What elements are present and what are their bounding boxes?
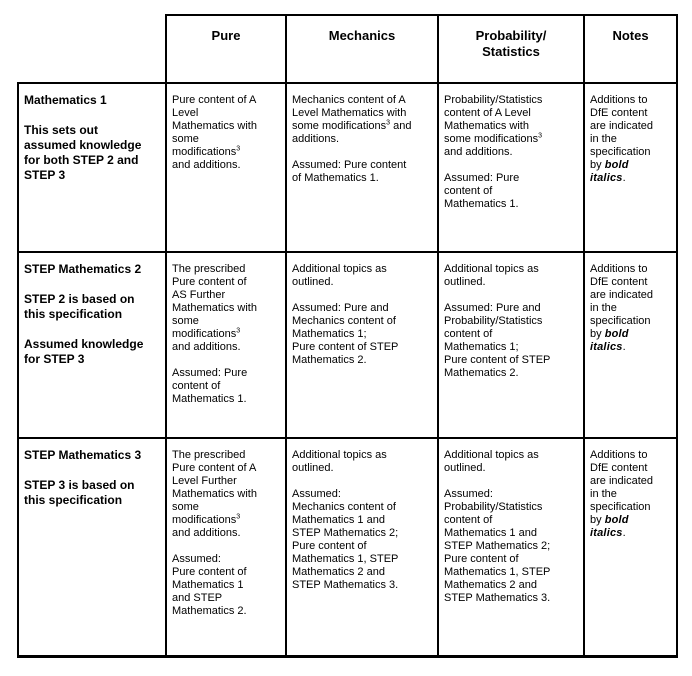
row-step-mathematics-3: STEP Mathematics 3 STEP 3 is based on this… [17,437,678,658]
column-header-pure: Pure [165,14,287,84]
cell-step-mathematics-3-pure: The prescribed Pure content of A Level Fur… [165,437,287,658]
step-specification-table: Pure Mechanics Probability/Statistics No… [17,14,678,658]
column-header-mechanics: Mechanics [285,14,439,84]
row-step-mathematics-2: STEP Mathematics 2 STEP 2 is based on this… [17,251,678,439]
cell-step-mathematics-2-probability-statistics: Additional topics as outlined. Assumed: Pu… [437,251,585,439]
corner-cell [18,15,166,83]
cell-step-mathematics-3-probability-statistics: Additional topics as outlined. Assumed: Pro… [437,437,585,658]
row-label-mathematics-1: Mathematics 1 This sets out assumed knowle… [17,82,167,253]
cell-step-mathematics-2-notes: Additions to DfE content are indicated in t… [583,251,678,439]
cell-step-mathematics-2-mechanics: Additional topics as outlined. Assumed: Pu… [285,251,439,439]
cell-step-mathematics-3-mechanics: Additional topics as outlined. Assumed: Mec… [285,437,439,658]
cell-mathematics-1-probability-statistics: Probability/Statistics content of A Level… [437,82,585,253]
column-header-notes: Notes [583,14,678,84]
row-mathematics-1: Mathematics 1 This sets out assumed knowle… [17,82,678,253]
row-label-step-mathematics-3: STEP Mathematics 3 STEP 3 is based on this… [17,437,167,658]
cell-step-mathematics-3-notes: Additions to DfE content are indicated in t… [583,437,678,658]
cell-mathematics-1-pure: Pure content of A Level Mathematics with so… [165,82,287,253]
column-header-probability-statistics: Probability/Statistics [437,14,585,84]
cell-mathematics-1-notes: Additions to DfE content are indicated in t… [583,82,678,253]
cell-step-mathematics-2-pure: The prescribed Pure content of AS Further M… [165,251,287,439]
header-row: Pure Mechanics Probability/Statistics No… [18,14,678,84]
row-label-step-mathematics-2: STEP Mathematics 2 STEP 2 is based on this… [17,251,167,439]
cell-mathematics-1-mechanics: Mechanics content of A Level Mathematics … [285,82,439,253]
